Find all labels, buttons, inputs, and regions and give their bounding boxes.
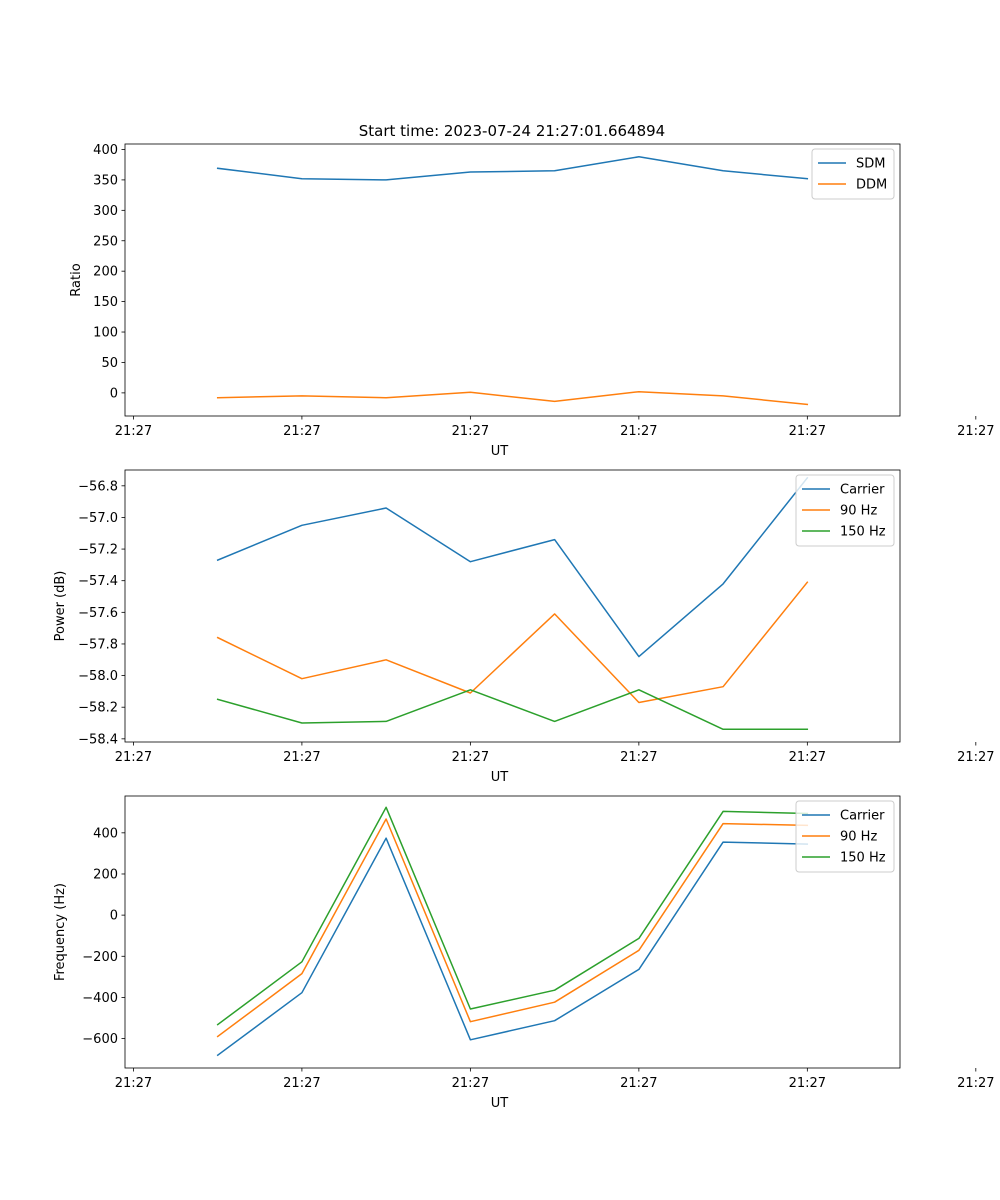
y-tick-label: 400 bbox=[93, 143, 118, 158]
x-tick-label: 21:27 bbox=[115, 750, 152, 765]
subplot-2: 21:2721:2721:2721:2721:2721:2721:28−58.4… bbox=[53, 469, 995, 785]
x-tick-label: 21:27 bbox=[283, 750, 320, 765]
y-tick-label: 0 bbox=[110, 909, 118, 924]
y-tick-label: −600 bbox=[82, 1032, 118, 1047]
y-tick-label: 200 bbox=[93, 867, 118, 882]
legend-label: Carrier bbox=[840, 809, 885, 824]
legend: SDM DDM bbox=[811, 148, 895, 200]
legend-label: Carrier bbox=[840, 483, 885, 498]
y-tick-label: −58.0 bbox=[78, 669, 118, 684]
legend-box bbox=[795, 800, 895, 873]
y-tick-label: −57.4 bbox=[78, 574, 118, 589]
axes-frame bbox=[124, 795, 901, 1069]
y-tick-label: −57.2 bbox=[78, 543, 118, 558]
y-tick-label: 250 bbox=[93, 234, 118, 249]
series-line-carrier bbox=[216, 476, 809, 658]
legend-box bbox=[811, 148, 895, 200]
series-line-150-hz bbox=[216, 689, 809, 731]
legend: Carrier 90 Hz 150 Hz bbox=[795, 800, 895, 873]
x-tick-label: 21:27 bbox=[957, 1076, 994, 1091]
x-tick-label: 21:27 bbox=[115, 424, 152, 439]
x-tick-label: 21:27 bbox=[957, 424, 994, 439]
axes-frame bbox=[124, 469, 901, 743]
x-tick-label: 21:27 bbox=[620, 1076, 657, 1091]
legend-label: 90 Hz bbox=[840, 504, 877, 519]
x-tick-label: 21:27 bbox=[283, 1076, 320, 1091]
series-line-90-hz bbox=[216, 581, 809, 704]
legend: Carrier 90 Hz 150 Hz bbox=[795, 474, 895, 547]
x-tick-label: 21:27 bbox=[620, 424, 657, 439]
y-axis-label: Power (dB) bbox=[53, 571, 68, 642]
y-tick-label: 150 bbox=[93, 295, 118, 310]
y-tick-label: −200 bbox=[82, 950, 118, 965]
legend-box bbox=[795, 474, 895, 547]
series-line-carrier bbox=[216, 837, 809, 1057]
series-line-90-hz bbox=[216, 818, 809, 1038]
plots-container: 21:2721:2721:2721:2721:2721:2721:2805010… bbox=[53, 143, 995, 1111]
y-tick-label: −57.6 bbox=[78, 606, 118, 621]
x-tick-label: 21:27 bbox=[789, 750, 826, 765]
y-tick-label: −57.8 bbox=[78, 637, 118, 652]
x-tick-label: 21:27 bbox=[620, 750, 657, 765]
x-tick-label: 21:27 bbox=[452, 750, 489, 765]
legend-label: 150 Hz bbox=[840, 851, 886, 866]
series-line-sdm bbox=[216, 156, 809, 181]
subplot-1: 21:2721:2721:2721:2721:2721:2721:2805010… bbox=[69, 143, 995, 459]
figure-title: Start time: 2023-07-24 21:27:01.664894 bbox=[359, 122, 665, 140]
x-tick-label: 21:27 bbox=[789, 1076, 826, 1091]
legend-label: SDM bbox=[856, 157, 885, 172]
x-axis-label: UT bbox=[491, 1096, 509, 1111]
y-tick-label: 100 bbox=[93, 326, 118, 341]
x-axis-label: UT bbox=[491, 770, 509, 785]
axes-frame bbox=[124, 143, 901, 417]
series-line-ddm bbox=[216, 390, 809, 406]
y-tick-label: 200 bbox=[93, 265, 118, 280]
series-line-150-hz bbox=[216, 806, 809, 1026]
legend-label: 90 Hz bbox=[840, 830, 877, 845]
y-tick-label: 400 bbox=[93, 826, 118, 841]
x-tick-label: 21:27 bbox=[452, 424, 489, 439]
legend-label: 150 Hz bbox=[840, 525, 886, 540]
legend-label: DDM bbox=[856, 178, 887, 193]
subplot-3: 21:2721:2721:2721:2721:2721:2721:28−600−… bbox=[53, 795, 995, 1111]
y-tick-label: 0 bbox=[110, 386, 118, 401]
x-tick-label: 21:27 bbox=[115, 1076, 152, 1091]
x-tick-label: 21:27 bbox=[789, 424, 826, 439]
x-axis-label: UT bbox=[491, 444, 509, 459]
x-tick-label: 21:27 bbox=[452, 1076, 489, 1091]
x-tick-label: 21:27 bbox=[283, 424, 320, 439]
y-axis-label: Frequency (Hz) bbox=[53, 883, 68, 981]
y-tick-label: −400 bbox=[82, 991, 118, 1006]
y-tick-label: −56.8 bbox=[78, 479, 118, 494]
y-tick-label: 50 bbox=[101, 356, 118, 371]
y-tick-label: −58.4 bbox=[78, 732, 118, 747]
y-tick-label: 350 bbox=[93, 173, 118, 188]
x-tick-label: 21:27 bbox=[957, 750, 994, 765]
y-tick-label: 300 bbox=[93, 204, 118, 219]
y-tick-label: −58.2 bbox=[78, 701, 118, 716]
y-axis-label: Ratio bbox=[69, 263, 84, 296]
y-tick-label: −57.0 bbox=[78, 511, 118, 526]
